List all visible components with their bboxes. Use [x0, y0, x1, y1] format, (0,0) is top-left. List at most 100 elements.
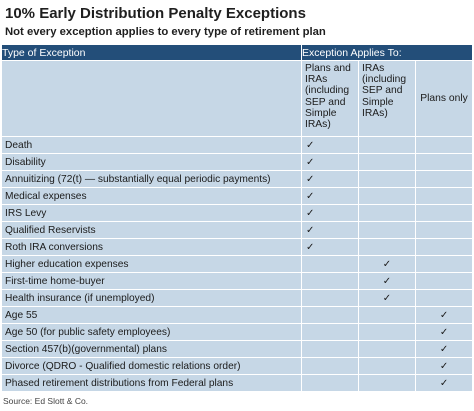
table-row: Disability ✓: [1, 153, 474, 171]
check-cell: [301, 272, 359, 290]
table-row: Health insurance (if unemployed) ✓: [1, 289, 474, 307]
check-cell: [358, 136, 416, 154]
check-cell: [414, 272, 474, 290]
check-cell: [414, 170, 474, 188]
table-row: Annuitizing (72(t) — substantially equal…: [1, 170, 474, 188]
check-cell: [358, 238, 416, 256]
checkmark-icon: ✓: [306, 139, 315, 151]
table-header-row: Type of Exception Exception Applies To:: [1, 44, 474, 61]
checkmark-icon: ✓: [439, 309, 449, 321]
check-cell: [358, 340, 416, 358]
check-cell: ✓: [301, 187, 359, 205]
check-cell: ✓: [414, 374, 474, 392]
check-cell: ✓: [358, 272, 416, 290]
exception-label: Annuitizing (72(t) — substantially equal…: [1, 170, 302, 188]
check-cell: [414, 255, 474, 273]
check-cell: [358, 357, 416, 375]
table-row: Divorce (QDRO - Qualified domestic relat…: [1, 357, 474, 375]
check-cell: [358, 221, 416, 239]
checkmark-icon: ✓: [382, 292, 392, 304]
checkmark-icon: ✓: [439, 377, 449, 389]
checkmark-icon: ✓: [306, 173, 315, 185]
table-row: Phased retirement distributions from Fed…: [1, 374, 474, 392]
check-cell: [301, 357, 359, 375]
check-cell: ✓: [301, 170, 359, 188]
check-cell: [414, 238, 474, 256]
check-cell: [358, 187, 416, 205]
check-cell: ✓: [414, 306, 474, 324]
check-cell: ✓: [358, 255, 416, 273]
checkmark-icon: ✓: [306, 224, 315, 236]
exception-label: First-time home-buyer: [1, 272, 302, 290]
table-row: Age 55 ✓: [1, 306, 474, 324]
page-title: 10% Early Distribution Penalty Exception…: [5, 5, 306, 22]
table-row: First-time home-buyer ✓: [1, 272, 474, 290]
check-cell: [358, 306, 416, 324]
checkmark-icon: ✓: [306, 156, 315, 168]
checkmark-icon: ✓: [306, 241, 315, 253]
check-cell: [301, 374, 359, 392]
column-plans-and-iras: Plans and IRAs (including SEP and Simple…: [301, 60, 359, 137]
checkmark-icon: ✓: [382, 275, 392, 287]
check-cell: [414, 187, 474, 205]
exception-label: Disability: [1, 153, 302, 171]
checkmark-icon: ✓: [439, 326, 449, 338]
column-plans-only: Plans only: [414, 60, 474, 137]
check-cell: [301, 289, 359, 307]
check-cell: [301, 323, 359, 341]
header-applies-to: Exception Applies To:: [300, 44, 474, 61]
check-cell: [358, 170, 416, 188]
page-subtitle: Not every exception applies to every typ…: [5, 26, 326, 38]
check-cell: [358, 153, 416, 171]
check-cell: [301, 340, 359, 358]
table-row: Roth IRA conversions ✓: [1, 238, 474, 256]
exception-label: Age 50 (for public safety employees): [1, 323, 302, 341]
exception-label: Health insurance (if unemployed): [1, 289, 302, 307]
exception-label: Qualified Reservists: [1, 221, 302, 239]
check-cell: ✓: [414, 340, 474, 358]
check-cell: ✓: [301, 204, 359, 222]
table-subheader-row: Plans and IRAs (including SEP and Simple…: [1, 60, 474, 137]
check-cell: [414, 136, 474, 154]
checkmark-icon: ✓: [306, 190, 315, 202]
table-row: Section 457(b)(governmental) plans ✓: [1, 340, 474, 358]
check-cell: [414, 153, 474, 171]
check-cell: [414, 204, 474, 222]
check-cell: ✓: [414, 323, 474, 341]
checkmark-icon: ✓: [439, 360, 449, 372]
exception-label: Section 457(b)(governmental) plans: [1, 340, 302, 358]
exception-label: IRS Levy: [1, 204, 302, 222]
check-cell: [414, 221, 474, 239]
exception-label: Phased retirement distributions from Fed…: [1, 374, 302, 392]
check-cell: ✓: [358, 289, 416, 307]
exception-label: Roth IRA conversions: [1, 238, 302, 256]
table-row: Qualified Reservists ✓: [1, 221, 474, 239]
table-row: Medical expenses ✓: [1, 187, 474, 205]
check-cell: ✓: [301, 153, 359, 171]
exception-label: Death: [1, 136, 302, 154]
exception-label: Medical expenses: [1, 187, 302, 205]
column-iras: IRAs (including SEP and Simple IRAs): [358, 60, 416, 137]
checkmark-icon: ✓: [382, 258, 392, 270]
exception-label: Higher education expenses: [1, 255, 302, 273]
check-cell: ✓: [414, 357, 474, 375]
check-cell: ✓: [301, 221, 359, 239]
check-cell: ✓: [301, 136, 359, 154]
header-exception-type: Type of Exception: [1, 44, 302, 61]
table-row: Age 50 (for public safety employees) ✓: [1, 323, 474, 341]
exception-label: Divorce (QDRO - Qualified domestic relat…: [1, 357, 302, 375]
exception-label: Age 55: [1, 306, 302, 324]
subheader-blank-cell: [1, 60, 302, 137]
checkmark-icon: ✓: [306, 207, 315, 219]
check-cell: [358, 374, 416, 392]
exceptions-table: Type of Exception Exception Applies To: …: [1, 44, 474, 392]
source-note: Source: Ed Slott & Co.: [3, 396, 89, 406]
check-cell: [414, 289, 474, 307]
check-cell: [358, 204, 416, 222]
check-cell: [301, 306, 359, 324]
check-cell: [301, 255, 359, 273]
table-row: Death ✓: [1, 136, 474, 154]
table-row: Higher education expenses ✓: [1, 255, 474, 273]
table-row: IRS Levy ✓: [1, 204, 474, 222]
checkmark-icon: ✓: [439, 343, 449, 355]
